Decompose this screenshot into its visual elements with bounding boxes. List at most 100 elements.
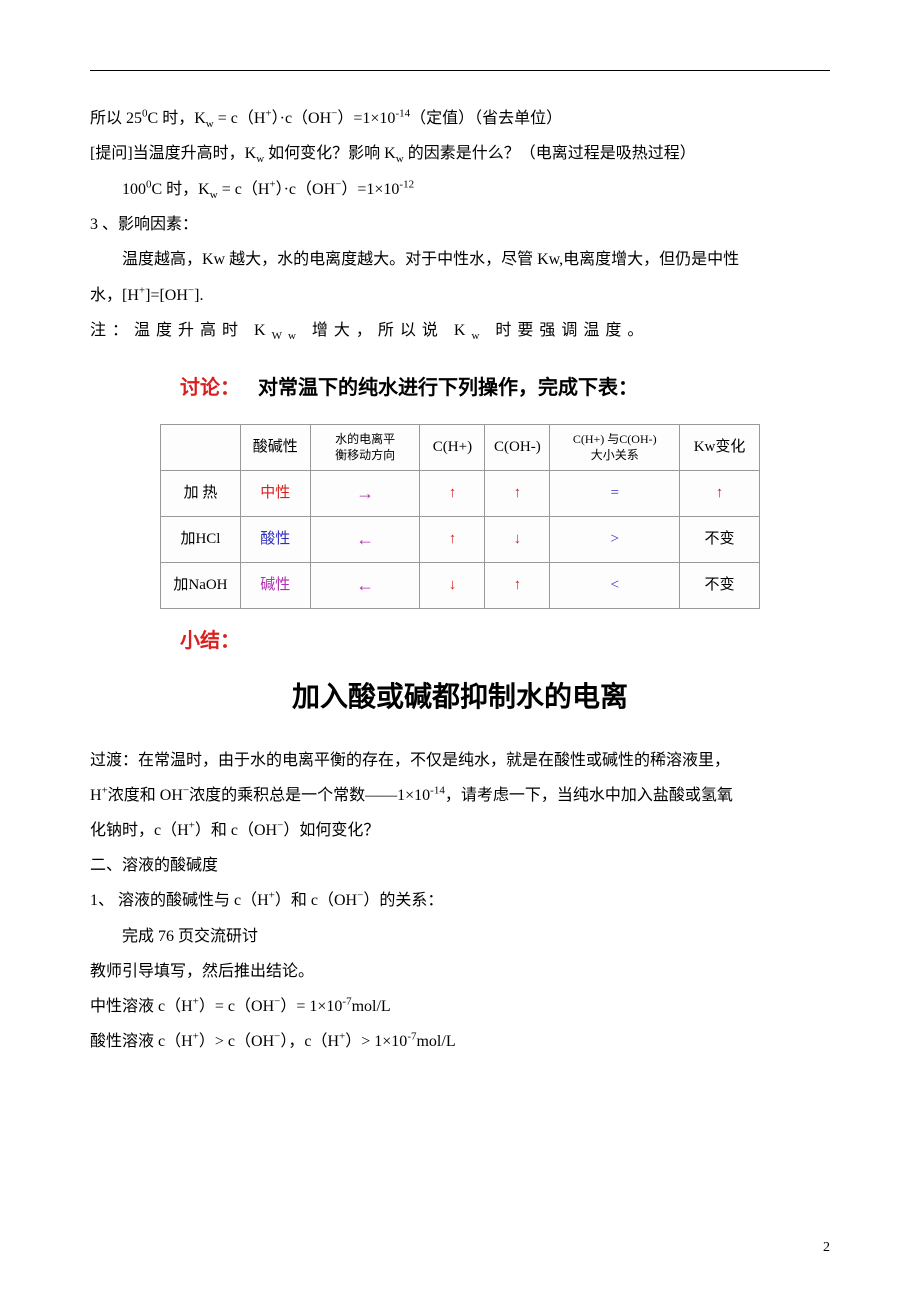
t: 1、 溶液的酸碱性与 c（H: [90, 892, 269, 909]
t: ].: [194, 287, 203, 304]
table-row: 加NaOH碱性←↓↑<不变: [161, 563, 760, 609]
table-header-cell: C(H+): [420, 425, 485, 471]
table-cell: >: [550, 517, 680, 563]
after-1: 过渡：在常温时，由于水的电离平衡的存在，不仅是纯水，就是在酸性或碱性的稀溶液里，: [90, 743, 830, 778]
table-row: 加 热中性→↑↑=↑: [161, 471, 760, 517]
table-header-cell: Kw变化: [680, 425, 760, 471]
t: = c（H: [218, 181, 270, 198]
table-body: 加 热中性→↑↑=↑加HCl酸性←↑↓>不变加NaOH碱性←↓↑<不变: [161, 471, 760, 609]
table-cell: ←: [310, 517, 420, 563]
table-cell: 不变: [680, 517, 760, 563]
table-cell: →: [310, 471, 420, 517]
table-header-cell: [161, 425, 241, 471]
table-cell: ←: [310, 563, 420, 609]
line-5b: 水，[H+]=[OH−].: [90, 278, 830, 313]
table-header-cell: C(OH-): [485, 425, 550, 471]
table-cell: 碱性: [240, 563, 310, 609]
t: （定值）（省去单位）: [410, 110, 562, 127]
line-4: 3 、影响因素：: [90, 207, 830, 242]
t: ）如何变化？: [283, 822, 379, 839]
after-4: 二、溶液的酸碱度: [90, 848, 830, 883]
t: ）·c（OH: [276, 181, 336, 198]
discuss-label: 讨论：: [180, 377, 240, 399]
table-row: 加HCl酸性←↑↓>不变: [161, 517, 760, 563]
t: ]=[OH: [145, 287, 188, 304]
line-5: 温度越高，Kw 越大，水的电离度越大。对于中性水，尽管 Kw,电离度增大，但仍是…: [90, 242, 830, 277]
table-cell: <: [550, 563, 680, 609]
discuss-text: 对常温下的纯水进行下列操作，完成下表：: [258, 377, 638, 399]
t: = c（H: [214, 110, 266, 127]
sub: w: [256, 154, 264, 166]
t: ）> c（OH: [199, 1033, 274, 1050]
table-cell: ↑: [485, 471, 550, 517]
t: C 时，K: [152, 181, 210, 198]
t: 化钠时，c（H: [90, 822, 189, 839]
t: mol/L: [352, 998, 391, 1015]
t: [提问]当温度升高时，K: [90, 145, 256, 162]
table-cell: 加NaOH: [161, 563, 241, 609]
t: 水，[H: [90, 287, 139, 304]
t: mol/L: [416, 1033, 455, 1050]
after-3: 化钠时，c（H+）和 c（OH−）如何变化？: [90, 813, 830, 848]
table-header-cell: 水的电离平衡移动方向: [310, 425, 420, 471]
t: ）= c（OH: [199, 998, 274, 1015]
table-cell: 加HCl: [161, 517, 241, 563]
table-cell: ↑: [485, 563, 550, 609]
table-header-cell: C(H+) 与C(OH-)大小关系: [550, 425, 680, 471]
t: H: [90, 787, 102, 804]
table-cell: 酸性: [240, 517, 310, 563]
table-cell: 中性: [240, 471, 310, 517]
t: 如何变化？影响 K: [264, 145, 396, 162]
sub: w: [471, 330, 485, 342]
t: 所以 25: [90, 110, 142, 127]
t: 浓度的乘积总是一个常数——1×10: [189, 787, 430, 804]
t: ）的关系：: [363, 892, 443, 909]
after-8: 中性溶液 c（H+）= c（OH−）= 1×10-7mol/L: [90, 989, 830, 1024]
table-cell: ↑: [680, 471, 760, 517]
top-rule: [90, 70, 830, 71]
page-number: 2: [823, 1233, 830, 1264]
t: ），c（H: [280, 1033, 339, 1050]
sub: w: [206, 118, 214, 130]
table-cell: ↑: [420, 517, 485, 563]
sub: w: [396, 154, 404, 166]
summary-label: 小结：: [180, 619, 830, 663]
t: 时要强调温度。: [485, 322, 649, 339]
sub: Ww: [272, 330, 302, 342]
t: ）·c（OH: [272, 110, 332, 127]
t: 浓度和 OH: [108, 787, 183, 804]
table-cell: ↓: [485, 517, 550, 563]
after-7: 教师引导填写，然后推出结论。: [90, 954, 830, 989]
t: ）=1×10: [341, 181, 399, 198]
line-6: 注：温度升高时 KWw 增大，所以说 Kw 时要强调温度。: [90, 313, 830, 348]
after-9: 酸性溶液 c（H+）> c（OH−），c（H+）> 1×10-7mol/L: [90, 1024, 830, 1059]
t: ）= 1×10: [280, 998, 342, 1015]
table-cell: ↓: [420, 563, 485, 609]
t: 中性溶液 c（H: [90, 998, 193, 1015]
t: 的因素是什么？（电离过程是吸热过程）: [404, 145, 696, 162]
t: ）和 c（OH: [275, 892, 357, 909]
sup: -12: [399, 178, 414, 190]
t: ）和 c（OH: [195, 822, 277, 839]
table-cell: 加 热: [161, 471, 241, 517]
discuss-heading: 讨论： 对常温下的纯水进行下列操作，完成下表：: [180, 366, 830, 410]
t: 注：温度升高时 K: [90, 322, 272, 339]
table-cell: 不变: [680, 563, 760, 609]
sup: -14: [395, 108, 410, 120]
sub: w: [210, 189, 218, 201]
table-header-row: 酸碱性水的电离平衡移动方向C(H+)C(OH-)C(H+) 与C(OH-)大小关…: [161, 425, 760, 471]
summary-big: 加入酸或碱都抑制水的电离: [90, 667, 830, 729]
t: 增大，所以说 K: [302, 322, 472, 339]
after-5: 1、 溶液的酸碱性与 c（H+）和 c（OH−）的关系：: [90, 883, 830, 918]
sup: -14: [430, 785, 445, 797]
t: ）> 1×10: [345, 1033, 407, 1050]
line-2: [提问]当温度升高时，Kw 如何变化？影响 Kw 的因素是什么？（电离过程是吸热…: [90, 136, 830, 171]
after-2: H+浓度和 OH−浓度的乘积总是一个常数——1×10-14，请考虑一下，当纯水中…: [90, 778, 830, 813]
sup: -7: [342, 996, 351, 1008]
line-3: 1000C 时，Kw = c（H+）·c（OH−）=1×10-12: [90, 172, 830, 207]
table-cell: =: [550, 471, 680, 517]
after-6: 完成 76 页交流研讨: [90, 919, 830, 954]
t: 酸性溶液 c（H: [90, 1033, 193, 1050]
t: 100: [122, 181, 146, 198]
line-1: 所以 250C 时，Kw = c（H+）·c（OH−）=1×10-14（定值）（…: [90, 101, 830, 136]
